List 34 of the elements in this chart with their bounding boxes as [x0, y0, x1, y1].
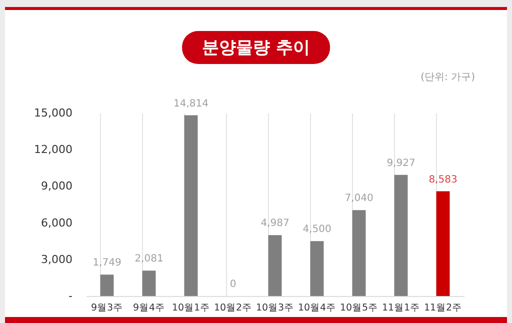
bar: [352, 210, 366, 296]
y-tick-label: 6,000: [41, 216, 72, 230]
x-tick-label: 11월2주: [424, 302, 462, 314]
x-tick-label: 10월5주: [340, 302, 378, 314]
bar: [436, 191, 450, 296]
bar: [184, 115, 198, 296]
data-label: 9,927: [386, 158, 416, 169]
data-label: 2,081: [134, 254, 164, 265]
text: (단위: 가구): [420, 71, 475, 84]
chart-title: 분양물량 추이: [182, 31, 330, 64]
y-tick-label: 9,000: [41, 180, 72, 193]
data-label: 1,749: [92, 258, 122, 269]
bar: [310, 241, 324, 296]
y-tick-label: 15,000: [34, 106, 72, 120]
data-label: 4,500: [302, 224, 332, 236]
data-label: 4,987: [260, 218, 290, 230]
data-label: 8,583: [428, 174, 458, 186]
y-tick-label: 12,000: [34, 143, 72, 156]
bar: [142, 270, 156, 296]
x-tick-label: 9월3주: [90, 302, 124, 314]
data-label: 7,040: [344, 193, 374, 204]
data-label: 14,814: [174, 98, 208, 110]
x-tick-label: 10월4주: [298, 302, 336, 314]
x-tick-label: 10월2주: [214, 302, 252, 314]
x-tick-label: 10월3주: [256, 302, 294, 314]
bar: [268, 235, 282, 296]
data-label: 0: [230, 279, 236, 290]
x-tick-label: 9월4주: [132, 302, 166, 314]
y-tick-label: -: [68, 290, 73, 302]
bar: [100, 274, 114, 296]
x-tick-label: 10월1주: [172, 302, 210, 314]
y-tick-label: 3,000: [41, 252, 72, 266]
bar: [394, 174, 408, 296]
x-tick-label: 11월1주: [382, 302, 420, 314]
